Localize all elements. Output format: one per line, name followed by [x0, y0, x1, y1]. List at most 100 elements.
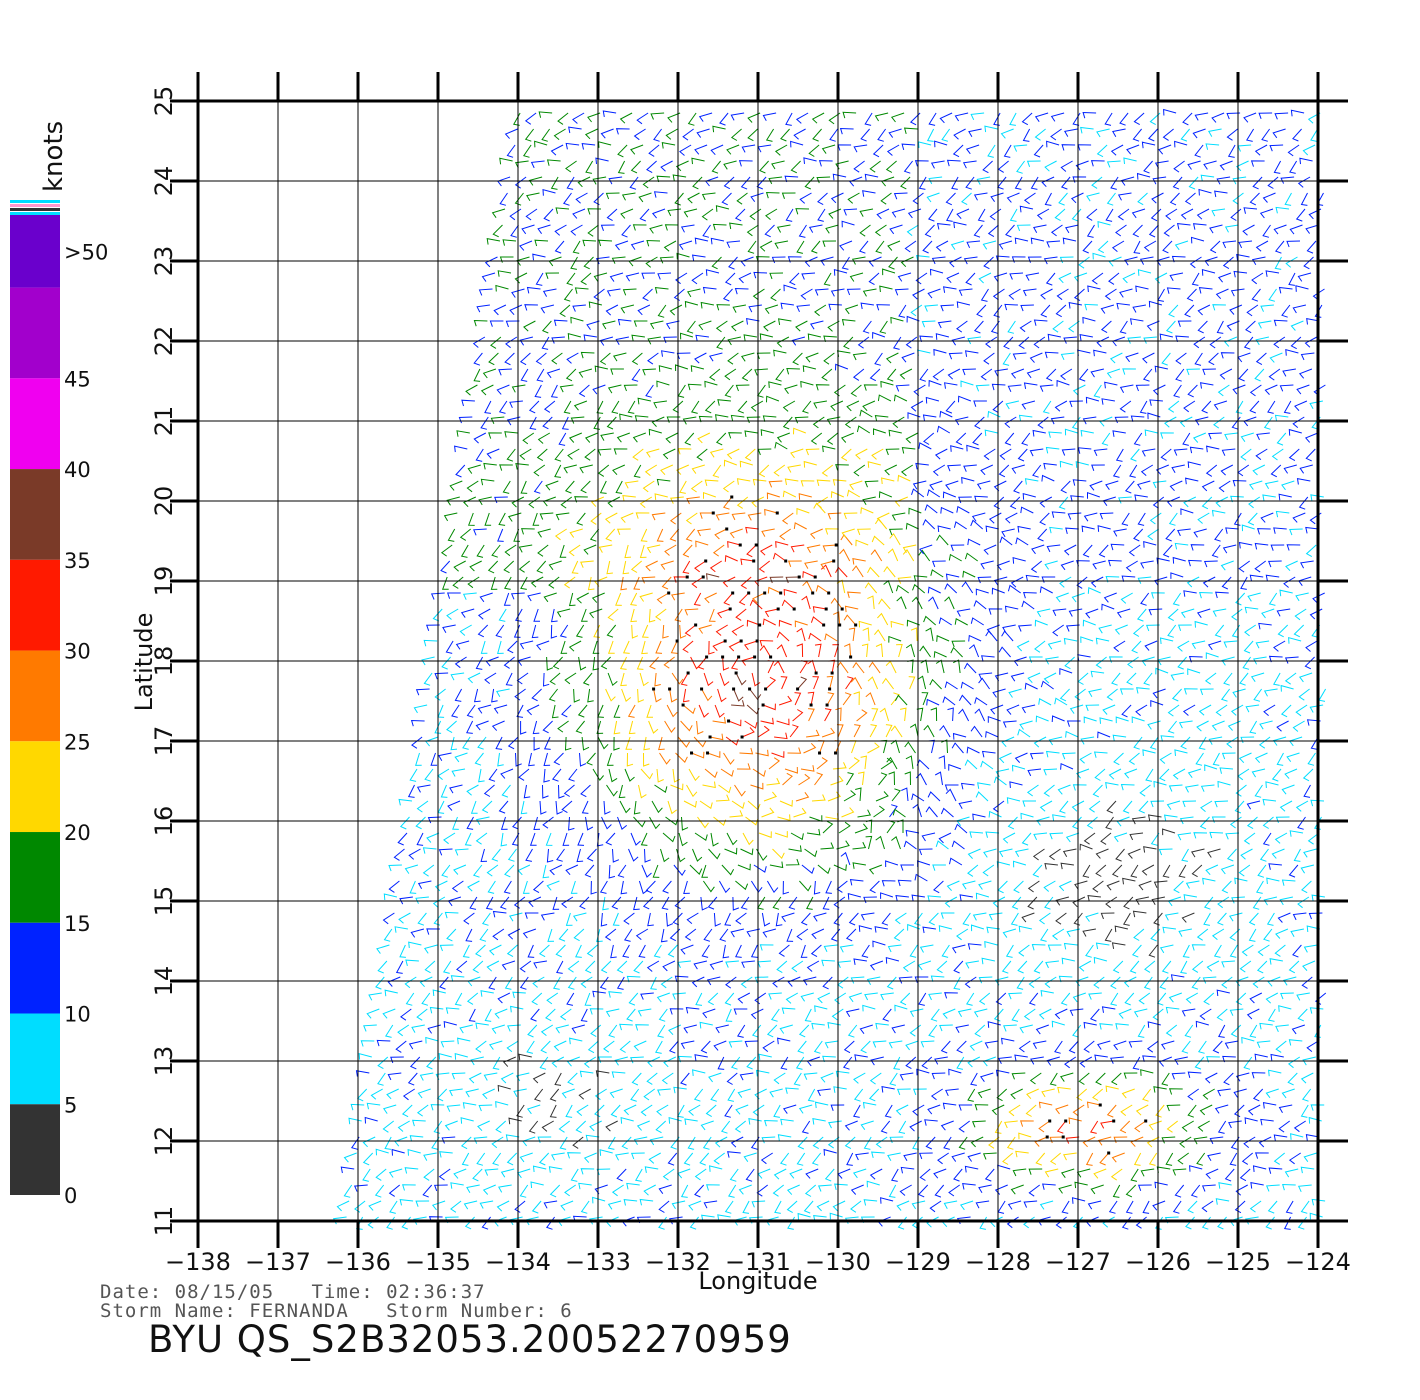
wind-barb: [885, 957, 900, 964]
wind-barb: [1059, 460, 1073, 468]
wind-barb: [911, 1200, 926, 1210]
wind-barb: [828, 208, 842, 219]
wind-barb: [950, 445, 964, 452]
wind-barb: [899, 368, 913, 380]
wind-barb: [880, 757, 893, 770]
wind-barb: [732, 896, 740, 911]
wind-barb: [615, 128, 630, 135]
wind-barb: [1201, 496, 1213, 510]
wind-barb: [375, 1168, 387, 1181]
wind-barb: [519, 976, 529, 990]
wind-barb: [669, 528, 680, 542]
wind-barb: [1284, 768, 1298, 779]
wind-barb: [566, 176, 575, 190]
wind-barb: [1238, 240, 1253, 249]
wind-barb: [715, 432, 727, 446]
wind-barb: [1136, 172, 1151, 180]
colorbar-cap-stripe-0: [10, 200, 60, 203]
wind-barb: [531, 992, 543, 1006]
wind-barb: [767, 660, 775, 674]
wind-barb: [1058, 880, 1072, 892]
wind-barb: [1089, 1008, 1100, 1022]
wind-barb: [924, 504, 938, 514]
wind-barb: [1100, 832, 1112, 845]
wind-barb: [500, 832, 508, 847]
wind-barb: [1155, 1104, 1165, 1118]
wind-barb: [1297, 1184, 1312, 1193]
wind-barb: [530, 576, 544, 588]
wind-barb: [1098, 544, 1109, 558]
wind-barb: [1246, 800, 1261, 810]
wind-barb: [516, 1168, 531, 1179]
wind-barb: [1048, 848, 1061, 861]
wind-barb: [1148, 224, 1159, 238]
wind-barb: [499, 192, 508, 206]
wind-barb: [874, 926, 888, 933]
wind-barb: [889, 224, 903, 235]
wind-barb: [431, 1200, 446, 1211]
wind-barb: [811, 794, 826, 802]
wind-barb: [922, 926, 936, 934]
wind-barb: [1238, 864, 1251, 877]
wind-barb: [587, 208, 602, 215]
wind-barb: [500, 768, 514, 779]
colorbar-tick-label: 35: [64, 549, 91, 573]
wind-barb: [839, 240, 853, 251]
wind-barb: [892, 808, 906, 818]
rain-flag-marker: [825, 703, 829, 707]
wind-barb: [572, 1136, 584, 1149]
wind-barb: [970, 519, 984, 530]
colorbar-tick-label: 25: [64, 730, 91, 754]
wind-barb: [1260, 1118, 1274, 1126]
wind-barb: [1241, 1036, 1255, 1044]
wind-barb: [482, 368, 497, 379]
wind-barb: [990, 192, 1004, 202]
wind-barb: [596, 400, 604, 414]
wind-barb: [1018, 925, 1033, 933]
wind-barb: [698, 320, 712, 331]
wind-barb: [703, 928, 713, 942]
wind-barb: [1052, 320, 1064, 333]
wind-barb: [1132, 304, 1146, 313]
wind-barb: [756, 848, 768, 862]
wind-barb: [763, 320, 776, 332]
wind-barb: [1002, 720, 1017, 728]
wind-barb: [849, 740, 857, 754]
wind-barb: [1122, 800, 1133, 814]
wind-barb: [1080, 429, 1094, 437]
wind-barb: [511, 496, 525, 508]
wind-barb: [660, 848, 670, 863]
wind-barb: [649, 656, 659, 670]
wind-barb: [501, 784, 511, 798]
wind-barb: [500, 1168, 515, 1178]
wind-barb: [749, 208, 762, 221]
wind-barb: [1139, 400, 1148, 414]
wind-barb: [1203, 160, 1217, 170]
wind-barb: [440, 544, 453, 557]
wind-barb: [1196, 208, 1210, 220]
wind-barb: [1123, 157, 1137, 165]
wind-barb: [1045, 446, 1060, 454]
wind-barb: [600, 960, 612, 974]
wind-barb: [991, 587, 1005, 595]
wind-barb: [622, 288, 637, 296]
wind-barb: [1198, 188, 1212, 196]
wind-barb: [1295, 800, 1309, 812]
wind-barb: [613, 704, 621, 718]
wind-barb: [837, 960, 851, 969]
wind-barb: [475, 944, 486, 958]
wind-barb: [556, 608, 571, 618]
wind-barb: [466, 992, 479, 1005]
wind-barb: [603, 1040, 615, 1053]
wind-barb: [836, 880, 848, 893]
wind-barb: [1021, 400, 1036, 410]
wind-barb: [1116, 816, 1130, 827]
wind-barb: [872, 144, 884, 158]
wind-barb: [918, 549, 931, 562]
wind-barb: [750, 1008, 764, 1020]
wind-barb: [731, 512, 746, 521]
wind-barb: [1023, 1008, 1036, 1021]
wind-barb: [1265, 270, 1280, 277]
wind-barb: [902, 960, 916, 972]
wind-barb: [728, 1040, 743, 1048]
